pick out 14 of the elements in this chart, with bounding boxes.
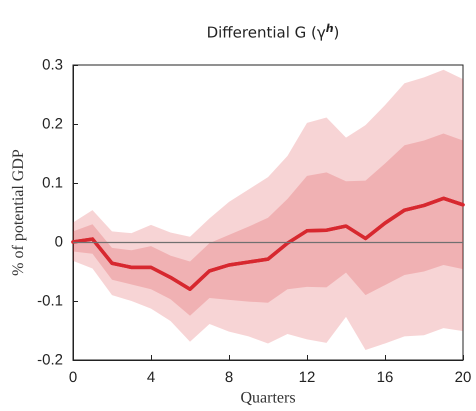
x-axis-title: Quarters	[240, 389, 296, 406]
y-tick-label: 0.1	[42, 174, 63, 192]
y-tick-label: 0.2	[42, 116, 63, 132]
x-tick-label: 0	[68, 369, 78, 386]
y-tick-label: -0.2	[37, 352, 63, 368]
x-tick-label: 8	[224, 369, 234, 386]
y-tick-label: -0.1	[37, 292, 63, 310]
y-axis-title: % of potential GDP	[10, 149, 27, 276]
y-tick-label: 0.3	[42, 56, 63, 74]
x-tick-label: 12	[298, 369, 316, 386]
x-tick-label: 4	[146, 369, 156, 386]
x-tick-label: 16	[376, 369, 394, 386]
x-tick-label: 20	[454, 369, 472, 386]
y-tick-label: 0	[54, 234, 63, 250]
